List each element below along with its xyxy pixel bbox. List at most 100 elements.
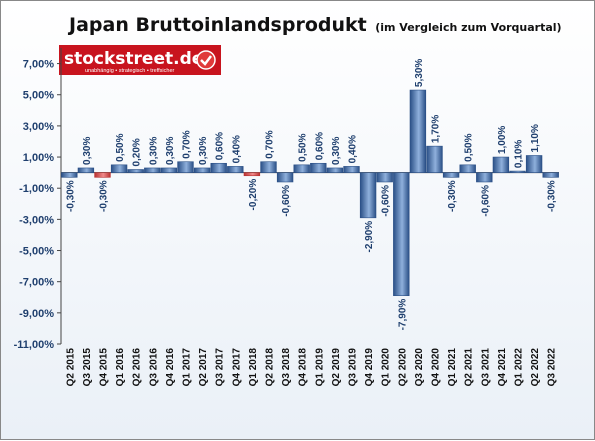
x-tick-label: Q2 2020 bbox=[397, 348, 408, 387]
data-label: 0,30% bbox=[331, 136, 342, 164]
chart-title: Japan Bruttoinlandsprodukt (im Vergleich… bbox=[67, 14, 562, 36]
bar bbox=[160, 167, 178, 173]
x-tick-label: Q2 2019 bbox=[331, 348, 342, 387]
x-tick-label: Q4 2017 bbox=[231, 348, 242, 387]
bar bbox=[343, 166, 360, 173]
x-tick-label: Q2 2015 bbox=[65, 348, 76, 387]
bar bbox=[276, 172, 294, 183]
data-label: 0,20% bbox=[132, 138, 143, 166]
bar bbox=[193, 167, 211, 173]
bar bbox=[293, 164, 310, 173]
data-label: -0,30% bbox=[99, 180, 110, 212]
data-label: 0,10% bbox=[514, 140, 525, 168]
data-label: -7,90% bbox=[397, 299, 408, 331]
y-tick-label: -1,00% bbox=[19, 183, 54, 195]
data-label: 0,70% bbox=[182, 130, 193, 158]
bar bbox=[542, 172, 559, 178]
bar bbox=[243, 172, 261, 177]
x-tick-label: Q3 2017 bbox=[215, 348, 226, 387]
title-subtitle: (im Vergleich zum Vorquartal) bbox=[375, 21, 561, 34]
x-tick-label: Q3 2021 bbox=[480, 348, 491, 387]
x-tick-label: Q3 2016 bbox=[148, 348, 159, 387]
bar bbox=[127, 169, 144, 173]
y-tick-label: 7,00% bbox=[23, 59, 54, 71]
data-label: -0,60% bbox=[381, 185, 392, 217]
data-label: 0,40% bbox=[348, 135, 359, 163]
bar bbox=[177, 161, 194, 173]
data-label: 0,30% bbox=[198, 136, 209, 164]
bar bbox=[525, 155, 543, 173]
bar bbox=[393, 172, 410, 297]
data-label: -0,30% bbox=[65, 180, 76, 212]
x-tick-label: Q3 2020 bbox=[414, 348, 425, 387]
y-tick-label: 1,00% bbox=[23, 152, 54, 164]
bar bbox=[326, 167, 344, 173]
y-tick-label: 3,00% bbox=[23, 121, 54, 133]
check-icon bbox=[196, 50, 216, 70]
data-label: 0,60% bbox=[314, 132, 325, 160]
bar bbox=[476, 172, 493, 183]
logo-tagline: unabhängig • strategisch • treffsicher bbox=[85, 68, 175, 74]
data-label: 0,30% bbox=[148, 136, 159, 164]
bar bbox=[227, 166, 244, 173]
data-label: -0,60% bbox=[281, 185, 292, 217]
bar bbox=[210, 162, 227, 173]
x-tick-label: Q1 2019 bbox=[314, 348, 325, 387]
x-tick-label: Q2 2017 bbox=[198, 348, 209, 387]
x-tick-label: Q4 2021 bbox=[497, 348, 508, 387]
bar bbox=[94, 172, 111, 178]
bar bbox=[459, 164, 476, 173]
data-label: 0,30% bbox=[82, 136, 93, 164]
bar bbox=[260, 161, 277, 173]
data-label: 1,00% bbox=[497, 126, 508, 154]
x-tick-label: Q1 2021 bbox=[447, 348, 458, 387]
data-label: -2,90% bbox=[364, 221, 375, 253]
x-tick-label: Q2 2022 bbox=[530, 348, 541, 387]
data-label: -0,30% bbox=[547, 180, 558, 212]
bar bbox=[77, 167, 95, 173]
y-tick-label: -9,00% bbox=[19, 308, 54, 320]
bars bbox=[61, 89, 559, 297]
data-label: 1,10% bbox=[530, 124, 541, 152]
bar bbox=[426, 145, 443, 173]
data-label: 0,50% bbox=[298, 133, 309, 161]
bar bbox=[144, 167, 161, 173]
x-tick-label: Q1 2018 bbox=[248, 348, 259, 387]
check-mark-icon bbox=[200, 55, 212, 66]
x-tick-label: Q4 2020 bbox=[431, 348, 442, 387]
logo-background bbox=[59, 45, 221, 75]
y-tick-label: 5,00% bbox=[23, 90, 54, 102]
x-tick-label: Q2 2018 bbox=[265, 348, 276, 387]
data-label: 0,70% bbox=[265, 130, 276, 158]
data-label: 0,50% bbox=[464, 133, 475, 161]
x-tick-label: Q4 2018 bbox=[298, 348, 309, 387]
x-tick-label: Q2 2021 bbox=[464, 348, 475, 387]
data-label: 0,50% bbox=[115, 133, 126, 161]
x-ticks: Q2 2015 Q3 2015 Q4 2015 Q1 2016 Q2 2016 Q3 20… bbox=[65, 348, 557, 387]
data-label: 0,40% bbox=[231, 135, 242, 163]
data-label: 5,30% bbox=[414, 59, 425, 87]
x-tick-label: Q1 2020 bbox=[381, 348, 392, 387]
x-tick-label: Q1 2016 bbox=[115, 348, 126, 387]
data-label: -0,20% bbox=[248, 179, 259, 211]
x-tick-label: Q4 2019 bbox=[364, 348, 375, 387]
x-tick-label: Q2 2016 bbox=[132, 348, 143, 387]
bar bbox=[509, 170, 526, 173]
x-tick-label: Q3 2018 bbox=[281, 348, 292, 387]
stockstreet-logo: stockstreet.de unabhängig • strategisch … bbox=[59, 45, 221, 75]
bar bbox=[376, 172, 393, 183]
bar bbox=[310, 162, 327, 173]
x-tick-label: Q4 2015 bbox=[99, 348, 110, 387]
data-label: 0,60% bbox=[215, 132, 226, 160]
data-label: -0,30% bbox=[447, 180, 458, 212]
y-tick-label: -11,00% bbox=[14, 339, 55, 351]
data-label: 1,70% bbox=[431, 115, 442, 143]
data-label: -0,60% bbox=[480, 185, 491, 217]
data-label: 0,30% bbox=[165, 136, 176, 164]
title-main: Japan Bruttoinlandsprodukt bbox=[67, 14, 367, 36]
x-tick-label: Q3 2019 bbox=[348, 348, 359, 387]
x-tick-label: Q1 2022 bbox=[514, 348, 525, 387]
bar bbox=[61, 172, 78, 178]
